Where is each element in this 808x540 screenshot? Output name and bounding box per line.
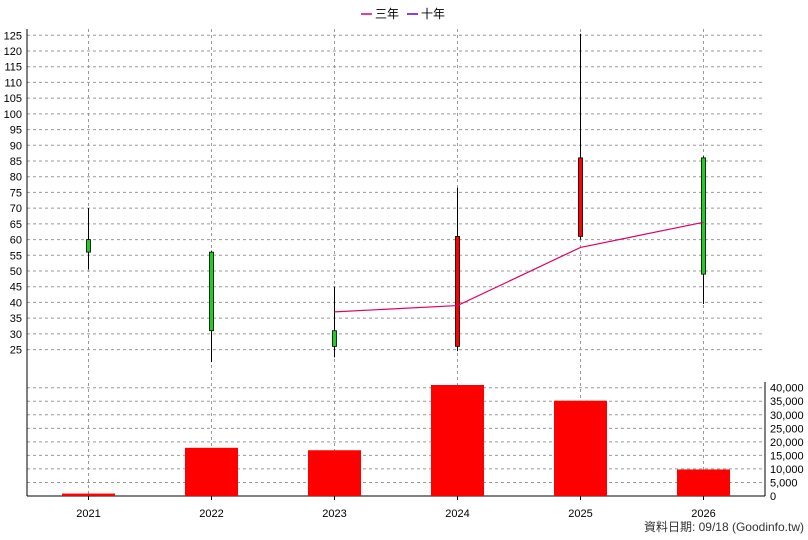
x-tick-label: 2024 [445, 508, 469, 520]
candle-body [701, 157, 706, 275]
price-tick-label: 115 [4, 62, 22, 74]
candlesticks [86, 33, 706, 363]
candlestick [578, 33, 583, 240]
volume-tick-label: 40,000 [770, 383, 804, 395]
candle-body [455, 236, 460, 347]
price-tick-label: 125 [4, 30, 22, 42]
price-tick-label: 60 [10, 235, 22, 247]
price-tick-label: 100 [4, 109, 22, 121]
data-date-footer: 資料日期: 09/18 (Goodinfo.tw) [644, 520, 804, 534]
volume-bar [554, 400, 607, 496]
volume-tick-label: 25,000 [770, 423, 804, 435]
legend: 三年 十年 [361, 7, 445, 21]
volume-tick-label: 30,000 [770, 410, 804, 422]
volume-bar [677, 469, 730, 496]
volume-tick-label: 5,000 [770, 477, 798, 489]
x-tick-label: 2021 [76, 508, 100, 520]
candlestick [701, 156, 706, 304]
candlestick [455, 187, 460, 352]
grid-layer [27, 29, 765, 497]
price-tick-label: 65 [10, 219, 22, 231]
price-tick-label: 50 [10, 266, 22, 278]
price-tick-label: 70 [10, 203, 22, 215]
price-tick-label: 85 [10, 156, 22, 168]
price-tick-label: 40 [10, 297, 22, 309]
price-tick-label: 25 [10, 345, 22, 357]
volume-bars [62, 385, 730, 496]
x-tick-label: 2022 [199, 508, 223, 520]
axis-layer: 25 30 35 40 45 50 55 60 65 70 75 80 85 90 95 100 105 110 1… [4, 29, 804, 520]
price-tick-label: 80 [10, 172, 22, 184]
price-tick-label: 75 [10, 187, 22, 199]
price-tick-label: 90 [10, 140, 22, 152]
price-tick-label: 120 [4, 46, 22, 58]
price-tick-label: 105 [4, 93, 22, 105]
volume-bar [431, 385, 484, 496]
legend-three-year-label: 三年 [375, 7, 399, 21]
volume-tick-label: 0 [770, 491, 776, 503]
price-tick-label: 110 [4, 77, 22, 89]
volume-tick-label: 20,000 [770, 437, 804, 449]
candle-body [86, 239, 91, 253]
price-tick-label: 35 [10, 313, 22, 325]
volume-bar [185, 447, 238, 496]
price-tick-label: 45 [10, 282, 22, 294]
x-tick-label: 2023 [322, 508, 346, 520]
three-year-series-line [334, 221, 704, 313]
candle-body [578, 157, 583, 237]
volume-tick-label: 10,000 [770, 464, 804, 476]
volume-tick-label: 15,000 [770, 450, 804, 462]
candle-body [332, 330, 337, 347]
candlestick [86, 208, 91, 270]
volume-bar [308, 450, 361, 496]
x-tick-label: 2025 [568, 508, 592, 520]
candlestick [332, 286, 337, 358]
x-tick-label: 2026 [691, 508, 715, 520]
candlestick [209, 250, 214, 363]
price-tick-label: 30 [10, 329, 22, 341]
volume-tick-label: 35,000 [770, 396, 804, 408]
legend-ten-year-label: 十年 [421, 7, 445, 21]
volume-bar [62, 493, 115, 496]
price-tick-label: 95 [10, 125, 22, 137]
candle-body [209, 251, 214, 332]
three-year-line [334, 221, 704, 313]
price-tick-label: 55 [10, 250, 22, 262]
